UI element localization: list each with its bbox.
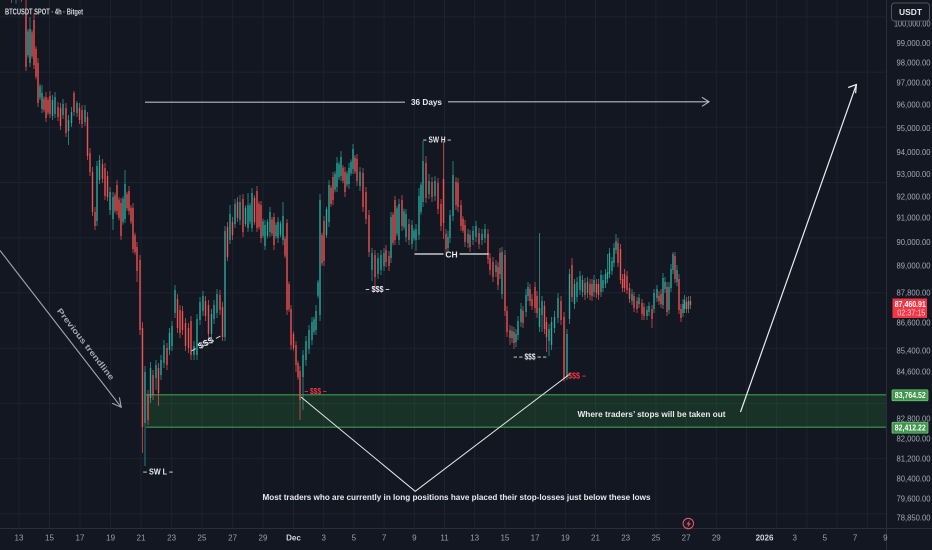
svg-text:13: 13 [470, 534, 479, 543]
svg-text:17: 17 [531, 534, 540, 543]
svg-text:19: 19 [106, 534, 115, 543]
svg-text:97,000.00: 97,000.00 [897, 78, 932, 87]
svg-text:21: 21 [137, 534, 146, 543]
svg-text:78,850.00: 78,850.00 [897, 514, 932, 523]
svg-text:29: 29 [712, 534, 721, 543]
svg-text:5: 5 [823, 534, 828, 543]
svg-text:– – $$$ – –: – – $$$ – – [514, 352, 547, 362]
svg-text:15: 15 [500, 534, 509, 543]
svg-text:83,764.52: 83,764.52 [895, 391, 926, 400]
svg-text:23: 23 [621, 534, 630, 543]
svg-text:7: 7 [853, 534, 858, 543]
svg-text:92,000.00: 92,000.00 [897, 193, 932, 202]
svg-text:87,460.91: 87,460.91 [895, 300, 926, 309]
svg-text:94,000.00: 94,000.00 [897, 148, 932, 157]
svg-text:96,000.00: 96,000.00 [897, 101, 932, 110]
svg-text:3: 3 [792, 534, 797, 543]
svg-text:86,600.00: 86,600.00 [897, 319, 932, 328]
svg-text:29: 29 [259, 534, 268, 543]
svg-text:25: 25 [198, 534, 207, 543]
svg-text:98,000.00: 98,000.00 [897, 59, 932, 68]
svg-text:7: 7 [382, 534, 387, 543]
svg-text:– $$$ –: – $$$ – [366, 284, 390, 294]
svg-text:82,000.00: 82,000.00 [897, 435, 932, 444]
svg-text:BTCUSDT SPOT · 4h · Bitget: BTCUSDT SPOT · 4h · Bitget [5, 8, 83, 17]
svg-text:– $$$ –: – $$$ – [305, 386, 327, 396]
svg-text:95,000.00: 95,000.00 [897, 124, 932, 133]
svg-text:– SW L –: – SW L – [143, 467, 173, 477]
svg-text:91,000.00: 91,000.00 [897, 214, 932, 223]
svg-text:15: 15 [45, 534, 54, 543]
svg-text:9: 9 [412, 534, 417, 543]
svg-text:19: 19 [561, 534, 570, 543]
svg-text:90,000.00: 90,000.00 [897, 238, 932, 247]
svg-text:$$$ –: $$$ – [568, 371, 586, 381]
svg-text:21: 21 [591, 534, 600, 543]
svg-text:Dec: Dec [286, 534, 301, 543]
svg-text:2026: 2026 [756, 534, 774, 543]
svg-text:5: 5 [352, 534, 357, 543]
svg-text:3: 3 [321, 534, 326, 543]
svg-text:93,000.00: 93,000.00 [897, 170, 932, 179]
svg-text:25: 25 [651, 534, 660, 543]
svg-text:80,400.00: 80,400.00 [897, 475, 932, 484]
svg-text:84,600.00: 84,600.00 [897, 367, 932, 376]
svg-text:17: 17 [76, 534, 85, 543]
svg-text:82,800.00: 82,800.00 [897, 415, 932, 424]
svg-text:– SW H –: – SW H – [423, 134, 451, 144]
svg-text:81,200.00: 81,200.00 [897, 455, 932, 464]
svg-text:87,800.00: 87,800.00 [897, 288, 932, 297]
svg-text:9: 9 [883, 534, 888, 543]
svg-text:27: 27 [228, 534, 237, 543]
svg-text:USDT: USDT [899, 8, 922, 17]
svg-text:82,412.22: 82,412.22 [895, 424, 926, 433]
svg-text:99,000.00: 99,000.00 [897, 39, 932, 48]
svg-text:36 Days: 36 Days [411, 97, 442, 107]
svg-text:02:37:15: 02:37:15 [897, 309, 925, 318]
svg-text:27: 27 [682, 534, 691, 543]
svg-text:23: 23 [167, 534, 176, 543]
svg-text:11: 11 [440, 534, 449, 543]
svg-text:Most traders who are currently: Most traders who are currently in long p… [263, 492, 651, 502]
svg-text:CH: CH [445, 250, 457, 260]
svg-text:Where traders’ stops will be t: Where traders’ stops will be taken out [578, 409, 726, 419]
svg-text:79,600.00: 79,600.00 [897, 495, 932, 504]
svg-text:100,000.00: 100,000.00 [894, 20, 931, 29]
svg-text:89,000.00: 89,000.00 [897, 261, 932, 270]
svg-text:85,400.00: 85,400.00 [897, 346, 932, 355]
svg-text:13: 13 [15, 534, 24, 543]
